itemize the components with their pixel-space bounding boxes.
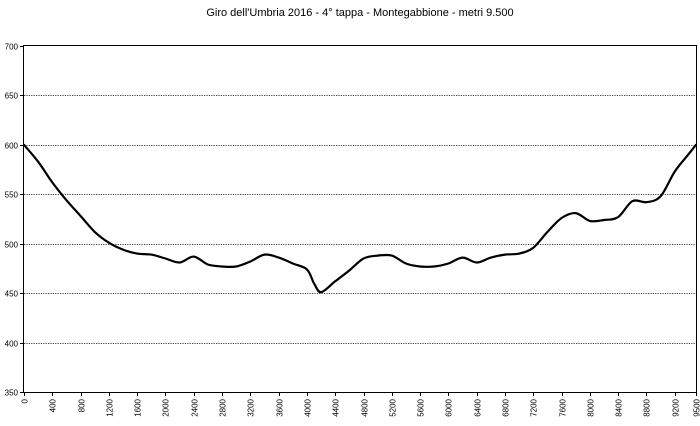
series-layer: [22, 143, 698, 294]
plot-area-frame: [23, 45, 697, 393]
x-tick-label-8400: 8400: [615, 398, 624, 416]
x-tick-label-3600: 3600: [276, 398, 285, 416]
y-tick-label-400: 400: [5, 340, 19, 349]
y-tick-label-650: 650: [5, 92, 19, 101]
x-tick-label-7600: 7600: [559, 398, 568, 416]
x-tick-label-6400: 6400: [474, 398, 483, 416]
x-tick-label-1200: 1200: [106, 398, 115, 416]
y-axis: 350 400 450 500 550 600 650 700: [5, 43, 24, 398]
x-tick-label-7200: 7200: [530, 398, 539, 416]
x-tick-label-5200: 5200: [389, 398, 398, 416]
chart-title: Giro dell'Umbria 2016 - 4° tappa - Monte…: [206, 7, 514, 19]
x-tick-label-400: 400: [49, 398, 58, 412]
y-tick-label-550: 550: [5, 191, 19, 200]
y-tick-label-450: 450: [5, 290, 19, 299]
x-tick-label-4800: 4800: [361, 398, 370, 416]
x-tick-label-9500: 9500: [693, 398, 700, 416]
x-axis: 0 400 800 1200 1600 2000 2400 2800 3200 3600 4000 4…: [21, 392, 700, 417]
x-tick-label-6000: 6000: [445, 398, 454, 416]
x-tick-label-6800: 6800: [502, 398, 511, 416]
x-tick-label-4000: 4000: [304, 398, 313, 416]
y-tick-label-350: 350: [5, 389, 19, 398]
x-tick-label-2400: 2400: [191, 398, 200, 416]
x-tick-label-8800: 8800: [643, 398, 652, 416]
x-tick-label-800: 800: [78, 398, 87, 412]
x-tick-label-3200: 3200: [247, 398, 256, 416]
y-tick-label-700: 700: [5, 43, 19, 52]
y-tick-label-500: 500: [5, 241, 19, 250]
x-tick-label-4400: 4400: [332, 398, 341, 416]
elevation-line-series-0: [22, 143, 698, 294]
x-tick-label-9200: 9200: [672, 398, 681, 416]
x-tick-label-1600: 1600: [134, 398, 143, 416]
x-tick-label-0: 0: [21, 398, 30, 403]
x-tick-label-2800: 2800: [219, 398, 228, 416]
grid-layer: [24, 95, 696, 344]
x-tick-label-2000: 2000: [162, 398, 171, 416]
x-tick-label-8000: 8000: [587, 398, 596, 416]
y-tick-label-600: 600: [5, 142, 19, 151]
x-tick-label-5600: 5600: [417, 398, 426, 416]
